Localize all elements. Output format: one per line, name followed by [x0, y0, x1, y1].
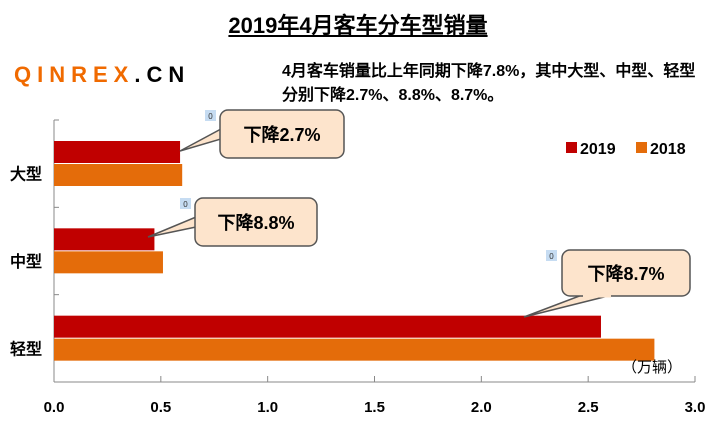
marker-box [546, 250, 557, 261]
category-label: 中型 [10, 252, 42, 271]
unit-label: （万辆） [622, 359, 682, 376]
legend-swatch [636, 142, 647, 153]
bar-2019 [54, 228, 155, 251]
marker-label: 0 [183, 200, 188, 209]
callout-text: 下降8.7% [587, 263, 664, 284]
x-tick-label: 0.0 [44, 399, 65, 416]
marker-label: 0 [208, 112, 213, 121]
callout-text: 下降2.7% [243, 124, 320, 145]
watermark: QINREX.CN [14, 62, 190, 88]
watermark-orange: QINREX [14, 62, 135, 87]
watermark-black: .CN [134, 62, 191, 87]
category-label: 轻型 [10, 339, 42, 358]
category-label: 大型 [10, 165, 42, 184]
callout-box [219, 109, 345, 159]
x-tick-label: 0.5 [150, 399, 171, 416]
x-tick-label: 2.5 [578, 399, 599, 416]
bar-2019 [54, 141, 181, 163]
x-tick-label: 2.0 [471, 399, 492, 416]
marker-box [180, 198, 191, 209]
x-tick-label: 3.0 [685, 399, 706, 416]
callout-pointer [179, 127, 222, 152]
legend-swatch [566, 142, 577, 153]
callout-box [194, 197, 318, 247]
x-tick-label: 1.0 [257, 399, 278, 416]
callout-pointer [147, 215, 197, 238]
legend-label: 2019 [580, 141, 616, 158]
callout-pointer [523, 294, 613, 318]
legend-label: 2018 [650, 141, 686, 158]
bar-2018 [54, 338, 655, 361]
bar-2018 [54, 164, 183, 186]
marker-box [205, 110, 216, 121]
x-tick-label: 1.5 [364, 399, 385, 416]
chart-title: 2019年4月客车分车型销量 [228, 13, 488, 38]
callout-text: 下降8.8% [217, 212, 294, 233]
marker-label: 0 [549, 252, 554, 261]
callout-box [561, 249, 691, 297]
chart-subtitle: 4月客车销量比上年同期下降7.8%，其中大型、中型、轻型分别下降2.7%、8.8… [282, 63, 696, 104]
bar-2019 [54, 315, 601, 338]
bar-2018 [54, 251, 163, 274]
